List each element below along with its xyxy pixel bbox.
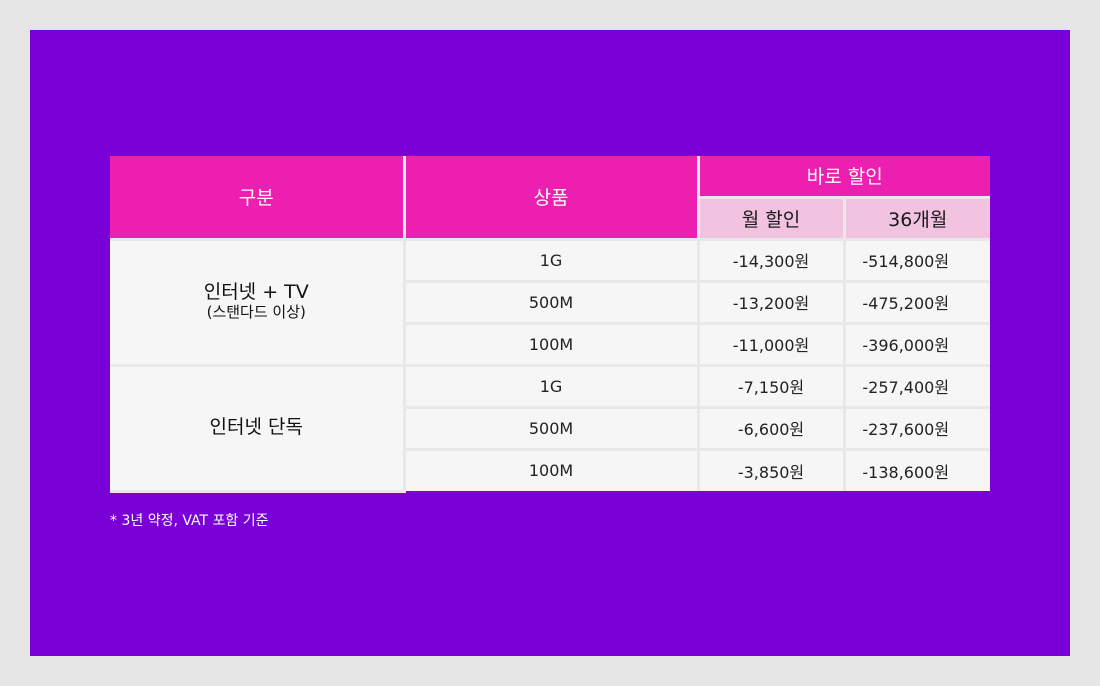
group-subname: (스탠다드 이상) [206,303,306,322]
discount-table: 구분 상품 바로 할인 월 할인 36개월 인터넷 + TV (스탠다드 이상)… [110,156,990,493]
table-row: 500M -13,200원 -475,200원 [110,279,990,325]
total-discount-cell: -237,600원 [842,405,990,451]
product-cell: 500M [404,405,700,451]
promo-panel: 구분 상품 바로 할인 월 할인 36개월 인터넷 + TV (스탠다드 이상)… [30,30,1070,656]
product-cell: 1G [402,363,700,409]
product-cell: 100M [404,447,700,491]
product-cell: 1G [402,237,700,283]
footnote: * 3년 약정, VAT 포함 기준 [110,513,269,529]
header-category: 구분 [110,156,406,241]
monthly-discount-cell: -3,850원 [696,447,846,491]
total-discount-cell: -396,000원 [842,321,990,367]
monthly-discount-cell: -6,600원 [696,405,846,451]
product-cell: 100M [404,321,700,367]
group-name: 인터넷 단독 [209,416,303,439]
group-cell-internet-only: 인터넷 단독 [110,363,406,493]
table-row: 100M -11,000원 -396,000원 [110,321,990,367]
table-row: 인터넷 단독 1G -7,150원 -257,400원 [110,363,990,493]
total-discount-cell: -257,400원 [842,363,990,409]
total-discount-cell: -138,600원 [842,447,990,491]
monthly-discount-cell: -7,150원 [696,363,846,409]
monthly-discount-cell: -14,300원 [696,237,846,283]
header-monthly-discount: 월 할인 [698,195,846,241]
group-name: 인터넷 + TV [203,281,309,304]
table-row: 인터넷 + TV (스탠다드 이상) 1G -14,300원 -514,800원 [110,237,990,367]
header-product: 상품 [402,156,700,241]
header-discount-group: 바로 할인 [696,156,990,199]
monthly-discount-cell: -11,000원 [696,321,846,367]
total-discount-cell: -475,200원 [842,279,990,325]
table-row: 100M -3,850원 -138,600원 [110,447,990,491]
table-row: 500M -6,600원 -237,600원 [110,405,990,451]
product-cell: 500M [404,279,700,325]
group-cell-internet-tv: 인터넷 + TV (스탠다드 이상) [110,237,406,367]
monthly-discount-cell: -13,200원 [696,279,846,325]
header-36-months: 36개월 [842,195,990,241]
total-discount-cell: -514,800원 [842,237,990,283]
